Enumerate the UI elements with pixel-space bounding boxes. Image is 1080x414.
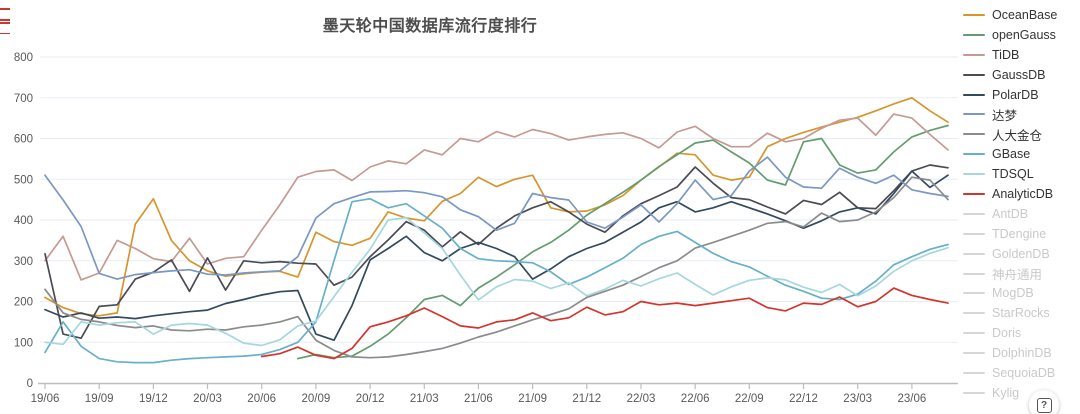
legend-label: DolphinDB <box>992 346 1052 361</box>
legend-label: TDengine <box>992 226 1047 241</box>
legend-label: OceanBase <box>992 7 1058 22</box>
legend-item-8[interactable]: TDSQL <box>963 164 1078 184</box>
legend-line-swatch <box>963 93 985 96</box>
chart-title: 墨天轮中国数据库流行度排行 <box>322 18 538 35</box>
svg-text:20/03: 20/03 <box>193 393 222 405</box>
legend-item-19[interactable]: Kylig <box>963 383 1078 403</box>
svg-text:400: 400 <box>14 215 33 227</box>
legend-line-swatch <box>963 192 985 195</box>
svg-text:19/09: 19/09 <box>85 393 114 405</box>
svg-text:21/06: 21/06 <box>464 393 493 405</box>
legend-label: PolarDB <box>992 87 1039 102</box>
svg-text:21/09: 21/09 <box>518 393 547 405</box>
legend-label: AntDB <box>992 206 1029 221</box>
legend-item-6[interactable]: 人大金仓 <box>963 124 1078 144</box>
legend-item-4[interactable]: PolarDB <box>963 85 1078 105</box>
legend-item-16[interactable]: Doris <box>963 323 1078 343</box>
legend-item-14[interactable]: MogDB <box>963 283 1078 303</box>
svg-text:700: 700 <box>14 93 33 105</box>
legend-item-12[interactable]: GoldenDB <box>963 244 1078 264</box>
svg-text:100: 100 <box>14 337 33 349</box>
legend-label: GaussDB <box>992 67 1046 82</box>
legend-line-swatch <box>963 33 985 36</box>
legend-line-swatch <box>963 352 985 355</box>
legend-line-swatch <box>963 312 985 315</box>
svg-text:600: 600 <box>14 134 33 146</box>
svg-text:20/06: 20/06 <box>247 393 276 405</box>
legend-label: 神舟通用 <box>992 268 1043 283</box>
legend-item-0[interactable]: OceanBase <box>963 5 1078 25</box>
svg-text:19/12: 19/12 <box>139 393 168 405</box>
svg-text:23/03: 23/03 <box>843 393 872 405</box>
legend-label: TiDB <box>992 47 1020 62</box>
legend-item-7[interactable]: GBase <box>963 144 1078 164</box>
svg-text:22/09: 22/09 <box>735 393 764 405</box>
legend-label: Kylig <box>992 385 1020 400</box>
svg-text:300: 300 <box>14 256 33 268</box>
legend-line-swatch <box>963 73 985 76</box>
svg-text:22/03: 22/03 <box>627 393 656 405</box>
svg-text:21/12: 21/12 <box>572 393 601 405</box>
legend-label: openGauss <box>992 27 1056 42</box>
svg-text:800: 800 <box>14 52 33 64</box>
svg-text:23/06: 23/06 <box>898 393 927 405</box>
legend-label: 人大金仓 <box>992 128 1043 143</box>
legend-line-swatch <box>963 292 985 295</box>
legend-label: GBase <box>992 147 1031 162</box>
legend-line-swatch <box>963 252 985 255</box>
legend-item-5[interactable]: 达梦 <box>963 104 1078 124</box>
help-button[interactable]: ? <box>1029 390 1059 414</box>
boxed-question-icon: ? <box>1036 397 1052 413</box>
legend-line-swatch <box>963 53 985 56</box>
svg-text:22/12: 22/12 <box>789 393 818 405</box>
legend-line-swatch <box>963 113 985 116</box>
legend-label: SequoiaDB <box>992 365 1056 380</box>
left-edge-artifact <box>0 8 10 34</box>
svg-text:200: 200 <box>14 297 33 309</box>
svg-text:0: 0 <box>27 378 33 390</box>
legend-item-2[interactable]: TiDB <box>963 45 1078 65</box>
svg-text:19/06: 19/06 <box>31 393 60 405</box>
legend-line-swatch <box>963 391 985 394</box>
legend-label: GoldenDB <box>992 246 1050 261</box>
legend-line-swatch <box>963 133 985 136</box>
legend-line-swatch <box>963 232 985 235</box>
legend-item-13[interactable]: 神舟通用 <box>963 264 1078 284</box>
legend-item-11[interactable]: TDengine <box>963 224 1078 244</box>
legend-item-10[interactable]: AntDB <box>963 204 1078 224</box>
legend-label: AnalyticDB <box>992 186 1054 201</box>
legend-line-swatch <box>963 212 985 215</box>
legend-item-3[interactable]: GaussDB <box>963 65 1078 85</box>
svg-text:21/03: 21/03 <box>410 393 439 405</box>
legend-line-swatch <box>963 272 985 275</box>
legend-line-swatch <box>963 13 985 16</box>
legend-label: TDSQL <box>992 167 1034 182</box>
legend-item-18[interactable]: SequoiaDB <box>963 363 1078 383</box>
legend-label: MogDB <box>992 286 1034 301</box>
svg-text:22/06: 22/06 <box>681 393 710 405</box>
legend-item-17[interactable]: DolphinDB <box>963 343 1078 363</box>
legend-label: Doris <box>992 326 1022 341</box>
legend-label: 达梦 <box>992 108 1018 123</box>
legend-item-9[interactable]: AnalyticDB <box>963 184 1078 204</box>
legend-line-swatch <box>963 332 985 335</box>
svg-text:20/09: 20/09 <box>302 393 331 405</box>
legend-line-swatch <box>963 153 985 156</box>
legend-label: StarRocks <box>992 306 1050 321</box>
legend-line-swatch <box>963 371 985 374</box>
legend-item-1[interactable]: openGauss <box>963 25 1078 45</box>
svg-text:20/12: 20/12 <box>356 393 385 405</box>
svg-text:500: 500 <box>14 174 33 186</box>
legend-line-swatch <box>963 173 985 176</box>
legend-item-15[interactable]: StarRocks <box>963 303 1078 323</box>
chart-legend: OceanBase openGauss TiDB GaussDB PolarDB 达梦人大… <box>963 5 1078 403</box>
